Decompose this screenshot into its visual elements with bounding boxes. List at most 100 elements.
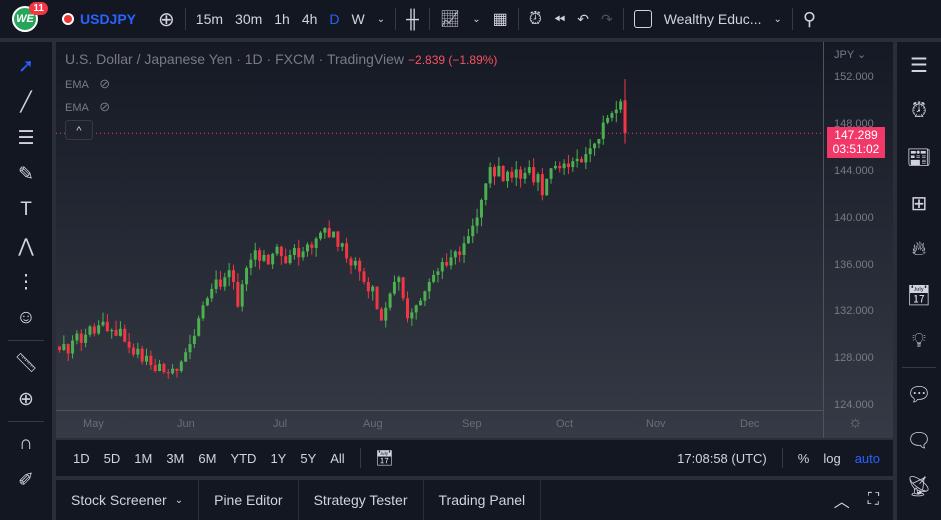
fib-icon[interactable]: ☰ [17, 127, 35, 149]
range-5d[interactable]: 5D [103, 450, 121, 466]
range-1d[interactable]: 1D [73, 450, 90, 466]
watchlist-icon[interactable]: ☰ [910, 54, 928, 77]
candle [506, 170, 510, 188]
ema-indicator-1[interactable]: EMA ⊘ [65, 76, 111, 91]
range-all[interactable]: All [330, 450, 345, 466]
interval-1h[interactable]: 1h [274, 11, 290, 27]
collapse-legend-button[interactable]: ^ [65, 120, 93, 140]
chats-icon[interactable]: 💬︎ [906, 383, 932, 406]
add-list-icon[interactable]: ⊞ [910, 192, 928, 215]
date-range-icon[interactable]: 📅︎ [374, 450, 394, 467]
interval-15m[interactable]: 15m [195, 11, 224, 27]
alarm-clock-icon[interactable]: ⏰︎ [911, 99, 927, 122]
candle [110, 328, 114, 339]
indicators-icon[interactable]: 📈︎ [439, 11, 461, 28]
candle [88, 324, 92, 337]
interval-w[interactable]: W [351, 11, 365, 27]
candle [453, 250, 457, 265]
candle [545, 178, 549, 196]
search-icon[interactable]: ⚲ [802, 8, 817, 29]
tab-pine-editor[interactable]: Pine Editor [199, 480, 299, 520]
redo-icon[interactable]: ↷ [600, 10, 613, 27]
hotlist-flame-icon[interactable]: 🔥︎ [911, 237, 927, 260]
candles-icon[interactable]: ╫ [406, 8, 419, 29]
eye-hidden-icon[interactable]: ⊘ [99, 76, 111, 91]
lock-drawing-icon[interactable]: ✐ [18, 469, 34, 491]
percent-toggle[interactable]: % [797, 450, 810, 466]
zoom-icon[interactable]: ⊕ [18, 388, 34, 410]
compare-add-button[interactable]: ⊕ [158, 8, 175, 31]
candle [266, 253, 270, 265]
maximize-icon[interactable]: ⛶ [867, 491, 879, 508]
brush-icon[interactable]: ✎ [18, 163, 34, 185]
settings-gear-icon[interactable]: ☼ [848, 414, 863, 431]
currency-label[interactable]: JPY ⌄ [834, 49, 867, 61]
price-tick: 152.000 [834, 71, 874, 83]
tab-trading-panel[interactable]: Trading Panel [424, 480, 542, 520]
text-icon[interactable]: T [20, 199, 32, 220]
pattern-icon[interactable]: ⋀ [18, 235, 34, 257]
candle [145, 348, 148, 366]
price-change: −2.839 (−1.89%) [408, 53, 498, 67]
chevron-down-icon[interactable]: ⌄ [472, 13, 481, 25]
candle [253, 242, 257, 267]
chart-pane[interactable]: U.S. Dollar / Japanese Yen · 1D · FXCM ·… [56, 42, 893, 438]
range-6m[interactable]: 6M [198, 450, 217, 466]
cursor-icon[interactable]: ➚ [18, 55, 34, 77]
candle [319, 231, 322, 241]
candle [436, 268, 440, 283]
chevron-down-icon[interactable]: ⌄ [773, 13, 782, 25]
replay-icon[interactable]: ⏪︎ [554, 10, 566, 27]
broadcast-icon[interactable]: 📡︎ [906, 475, 932, 498]
range-3m[interactable]: 3M [166, 450, 185, 466]
chevron-down-icon[interactable]: ⌄ [376, 13, 386, 25]
candle [414, 304, 418, 320]
ideas-bulb-icon[interactable]: 💡︎ [912, 329, 926, 352]
candle [388, 292, 392, 311]
candle [327, 220, 331, 238]
user-avatar[interactable]: WE 11 [12, 2, 48, 32]
messages-icon[interactable]: 🗨︎ [906, 429, 932, 452]
eye-hidden-icon[interactable]: ⊘ [99, 99, 111, 114]
interval-30m[interactable]: 30m [235, 11, 263, 27]
candle [179, 360, 183, 373]
range-5y[interactable]: 5Y [300, 450, 317, 466]
alert-icon[interactable]: ⏰︎ [528, 9, 543, 28]
templates-icon[interactable]: ▦ [492, 11, 508, 28]
range-1m[interactable]: 1M [134, 450, 153, 466]
prediction-icon[interactable]: ⋮ [16, 271, 36, 293]
tab-strategy-tester[interactable]: Strategy Tester [299, 480, 424, 520]
magnet-icon[interactable]: ∩ [19, 433, 33, 454]
candle [162, 362, 166, 374]
emoji-icon[interactable]: ☺ [16, 307, 36, 328]
candle [558, 161, 562, 173]
interval-d[interactable]: D [329, 11, 340, 27]
layout-name[interactable]: Wealthy Educ... [663, 11, 762, 27]
price-axis[interactable]: JPY ⌄ 152.000 148.000 144.000 140.000 136.00… [823, 42, 893, 438]
auto-toggle[interactable]: auto [854, 450, 880, 466]
news-icon[interactable]: 📰︎ [906, 146, 932, 169]
ruler-icon[interactable]: 📏︎ [13, 353, 39, 374]
layout-checkbox[interactable] [628, 0, 658, 38]
symbol-search-button[interactable]: USDJPY [56, 0, 142, 38]
candle [271, 252, 275, 269]
time-axis[interactable]: May Jun Jul Aug Sep Oct Nov Dec [56, 410, 823, 438]
interval-4h[interactable]: 4h [301, 11, 318, 27]
candle [597, 138, 601, 149]
candle [227, 263, 231, 286]
range-1y[interactable]: 1Y [270, 450, 287, 466]
clock-timezone[interactable]: 17:08:58 (UTC) [677, 450, 767, 466]
range-ytd[interactable]: YTD [230, 450, 257, 466]
calendar-icon[interactable]: 📅︎ [906, 284, 932, 307]
candle [384, 302, 388, 328]
ema-indicator-2[interactable]: EMA ⊘ [65, 99, 111, 114]
log-toggle[interactable]: log [823, 450, 841, 466]
candle [406, 291, 409, 323]
collapse-panel-icon[interactable]: ︿ [833, 494, 850, 511]
trend-line-icon[interactable]: ╱ [20, 91, 32, 113]
price-tick: 136.000 [834, 258, 874, 271]
tab-stock-screener[interactable]: Stock Screener ⌄ [56, 480, 200, 520]
time-tick: Dec [740, 418, 760, 430]
candle [419, 298, 423, 306]
undo-icon[interactable]: ↶ [577, 10, 589, 27]
